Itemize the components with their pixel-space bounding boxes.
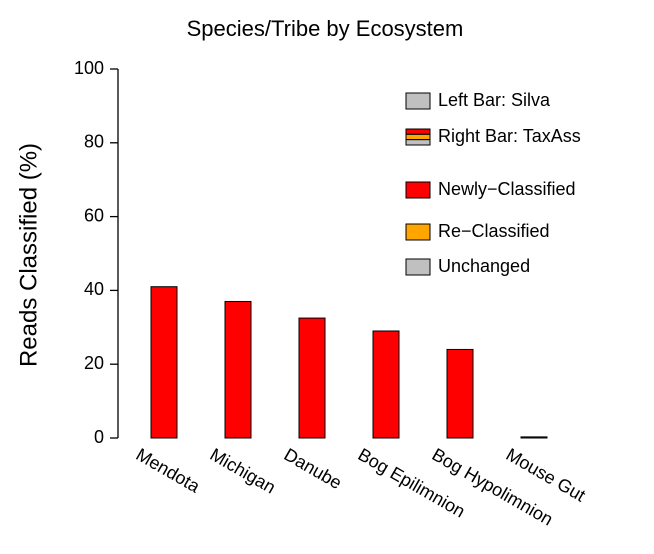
legend-swatch-part [405, 133, 431, 141]
legend-swatch [405, 128, 431, 146]
y-tick-label: 0 [94, 427, 104, 447]
legend-label: Unchanged [438, 256, 530, 276]
bar [298, 317, 326, 439]
y-tick-label: 40 [84, 279, 104, 299]
bar [224, 300, 252, 439]
legend-label: Left Bar: Silva [438, 90, 551, 110]
bar [372, 330, 400, 439]
legend-label: Newly−Classified [438, 179, 576, 199]
y-tick-label: 80 [84, 132, 104, 152]
bar [446, 348, 474, 439]
x-tick-label: Bog Hypolimnion [429, 444, 557, 529]
y-tick-label: 60 [84, 205, 104, 225]
y-tick-label: 20 [84, 353, 104, 373]
x-tick-label: Michigan [207, 444, 279, 497]
legend-swatch [405, 258, 431, 276]
chart-title: Species/Tribe by Ecosystem [187, 16, 464, 41]
legend-swatch-part [405, 139, 431, 146]
legend-label: Re−Classified [438, 221, 550, 241]
bar [150, 286, 178, 439]
legend-swatch [405, 223, 431, 241]
bar [520, 436, 548, 439]
x-tick-label: Danube [281, 444, 346, 493]
legend-swatch-part [405, 128, 431, 135]
legend-swatch [405, 92, 431, 110]
legend-label: Right Bar: TaxAss [438, 126, 581, 146]
y-tick-label: 100 [74, 58, 104, 78]
x-tick-label: Mendota [133, 444, 205, 497]
legend-swatch [405, 181, 431, 199]
y-axis-label: Reads Classified (%) [15, 143, 42, 367]
